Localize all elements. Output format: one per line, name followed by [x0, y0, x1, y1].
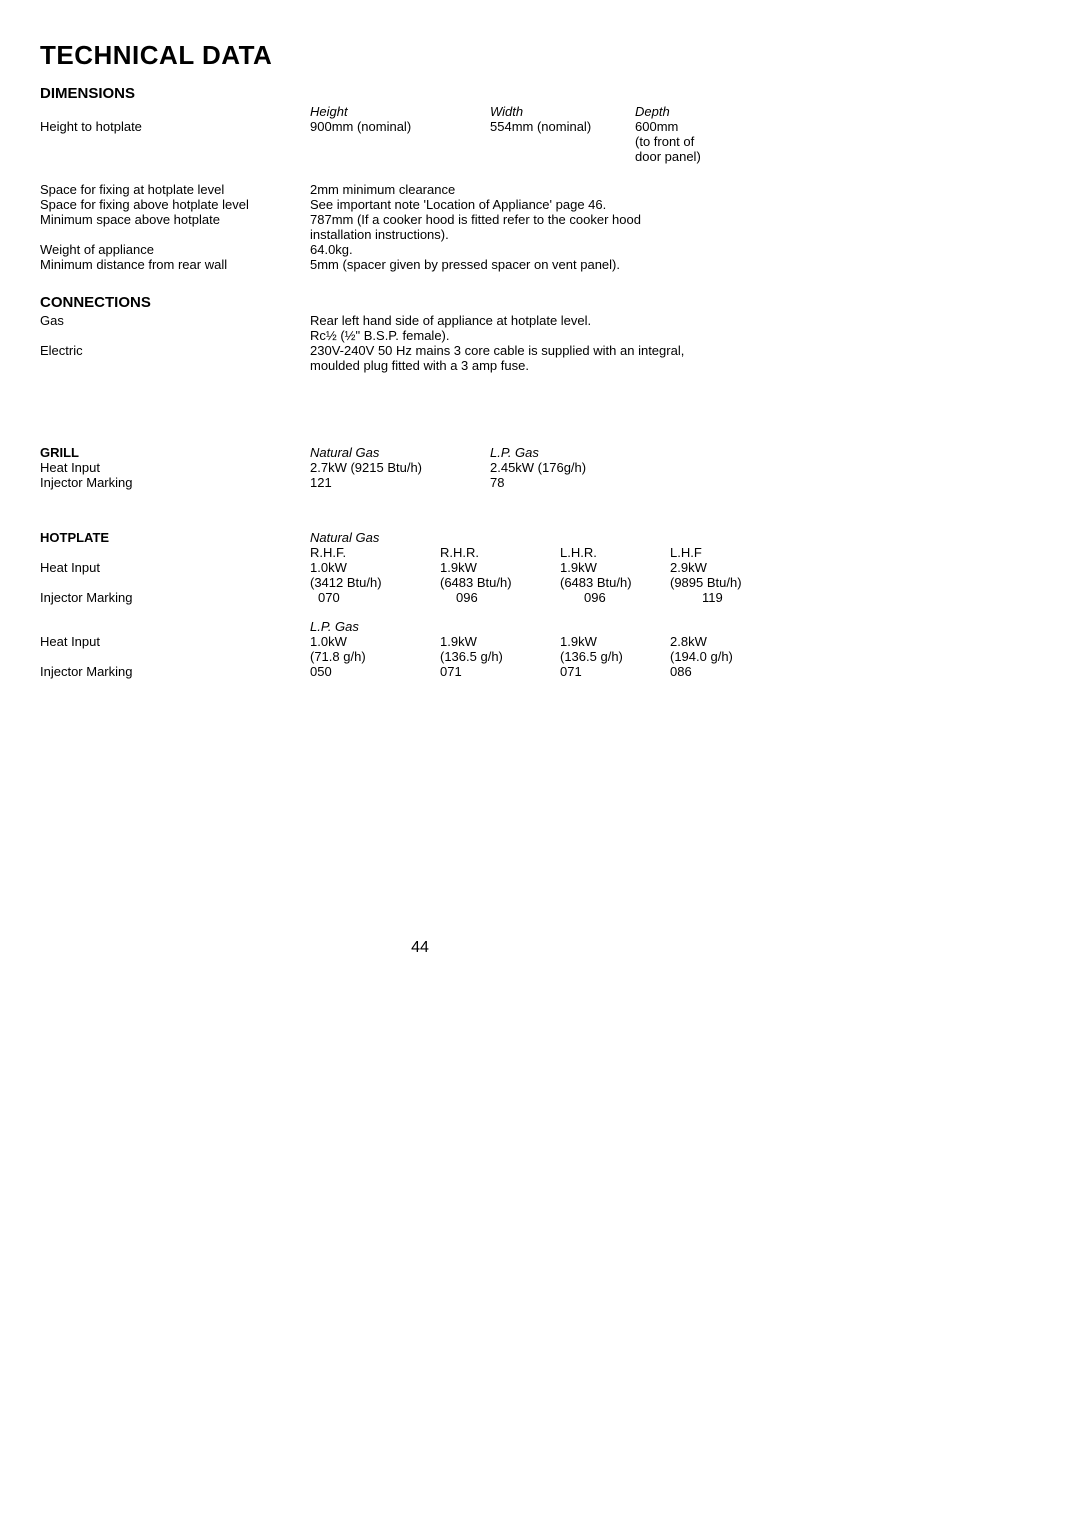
dim-label-space-above-hotplate: Space for fixing above hotplate level — [40, 197, 310, 212]
grill-heat-lp: 2.45kW (176g/h) — [490, 460, 635, 475]
grill-inj-label: Injector Marking — [40, 475, 310, 490]
hp-ng-btu-c1: (3412 Btu/h) — [310, 575, 440, 590]
hp-lp-inj-c4: 086 — [670, 664, 780, 679]
hp-ng-inj-c2: 096 — [448, 590, 576, 605]
hp-ng-heat-label: Heat Input — [40, 560, 310, 575]
hp-lp-gh-c2: (136.5 g/h) — [440, 649, 560, 664]
hp-lp-heat-label: Heat Input — [40, 634, 310, 649]
conn-value-electric-l1: 230V-240V 50 Hz mains 3 core cable is su… — [310, 343, 800, 358]
hotplate-heading: HOTPLATE — [40, 530, 310, 545]
dim-value-depth-line3: door panel) — [635, 149, 745, 164]
grill-heading: GRILL — [40, 445, 310, 460]
hp-ng-inj-label: Injector Marking — [40, 590, 310, 605]
hp-lp-heat-c2: 1.9kW — [440, 634, 560, 649]
hp-ng-btu-c3: (6483 Btu/h) — [560, 575, 670, 590]
hp-lp-inj-c1: 050 — [310, 664, 440, 679]
conn-value-gas-l2: Rc½ (½" B.S.P. female). — [310, 328, 800, 343]
dim-label-min-rear-wall: Minimum distance from rear wall — [40, 257, 310, 272]
hp-col-rhr: R.H.R. — [440, 545, 560, 560]
page-content: TECHNICAL DATA DIMENSIONS Height Width D… — [40, 40, 800, 957]
dim-label-space-hotplate-level: Space for fixing at hotplate level — [40, 182, 310, 197]
hp-lp-heat-c3: 1.9kW — [560, 634, 670, 649]
dim-header-depth: Depth — [635, 104, 745, 119]
grill-heat-label: Heat Input — [40, 460, 310, 475]
hp-lp-heat-c4: 2.8kW — [670, 634, 780, 649]
hp-lp-gh-c3: (136.5 g/h) — [560, 649, 670, 664]
hp-ng-btu-c4: (9895 Btu/h) — [670, 575, 780, 590]
grill-heat-ng: 2.7kW (9215 Btu/h) — [310, 460, 490, 475]
dim-value-height: 900mm (nominal) — [310, 119, 490, 134]
dim-value-min-space-above-l1: 787mm (If a cooker hood is fitted refer … — [310, 212, 800, 227]
conn-label-electric: Electric — [40, 343, 310, 358]
dim-value-min-rear-wall: 5mm (spacer given by pressed spacer on v… — [310, 257, 800, 272]
hp-lp-gh-c4: (194.0 g/h) — [670, 649, 780, 664]
conn-value-gas-l1: Rear left hand side of appliance at hotp… — [310, 313, 800, 328]
grill-section: GRILL Natural Gas L.P. Gas Heat Input 2.… — [40, 445, 800, 490]
dim-header-width: Width — [490, 104, 635, 119]
hp-ng-heat-c1: 1.0kW — [310, 560, 440, 575]
conn-label-gas: Gas — [40, 313, 310, 328]
hotplate-ng-label: Natural Gas — [310, 530, 440, 545]
connections-section: CONNECTIONS Gas Rear left hand side of a… — [40, 294, 800, 373]
grill-inj-ng: 121 — [310, 475, 490, 490]
hp-col-lhr: L.H.R. — [560, 545, 670, 560]
hotplate-section: HOTPLATE Natural Gas R.H.F. R.H.R. L.H.R… — [40, 530, 800, 679]
hp-ng-heat-c4: 2.9kW — [670, 560, 780, 575]
dim-value-min-space-above-l2: installation instructions). — [310, 227, 800, 242]
connections-heading: CONNECTIONS — [40, 294, 800, 311]
dim-value-width: 554mm (nominal) — [490, 119, 635, 134]
hp-ng-inj-c1: 070 — [310, 590, 448, 605]
grill-inj-lp: 78 — [490, 475, 635, 490]
hp-lp-inj-label: Injector Marking — [40, 664, 310, 679]
dim-label-weight: Weight of appliance — [40, 242, 310, 257]
hp-lp-inj-c2: 071 — [440, 664, 560, 679]
dimensions-section: DIMENSIONS Height Width Depth Height to … — [40, 85, 800, 272]
hp-col-lhf: L.H.F — [670, 545, 780, 560]
grill-ng-label: Natural Gas — [310, 445, 490, 460]
conn-value-electric-l2: moulded plug fitted with a 3 amp fuse. — [310, 358, 800, 373]
hp-ng-inj-c3: 096 — [576, 590, 694, 605]
page-title: TECHNICAL DATA — [40, 40, 800, 71]
hp-lp-heat-c1: 1.0kW — [310, 634, 440, 649]
grill-lp-label: L.P. Gas — [490, 445, 635, 460]
dim-label-height-to-hotplate: Height to hotplate — [40, 119, 310, 134]
hotplate-lp-label: L.P. Gas — [310, 619, 440, 634]
dim-header-height: Height — [310, 104, 490, 119]
page-number: 44 — [40, 939, 800, 957]
dim-value-space-above-hotplate: See important note 'Location of Applianc… — [310, 197, 800, 212]
hp-lp-inj-c3: 071 — [560, 664, 670, 679]
hp-lp-gh-c1: (71.8 g/h) — [310, 649, 440, 664]
hp-ng-heat-c3: 1.9kW — [560, 560, 670, 575]
dim-label-min-space-above: Minimum space above hotplate — [40, 212, 310, 227]
dimensions-heading: DIMENSIONS — [40, 85, 310, 102]
dim-value-space-hotplate-level: 2mm minimum clearance — [310, 182, 800, 197]
dim-value-depth: 600mm — [635, 119, 745, 134]
hp-col-rhf: R.H.F. — [310, 545, 440, 560]
dim-value-weight: 64.0kg. — [310, 242, 800, 257]
hp-ng-btu-c2: (6483 Btu/h) — [440, 575, 560, 590]
hp-ng-inj-c4: 119 — [694, 590, 812, 605]
dim-value-depth-line2: (to front of — [635, 134, 745, 149]
hp-ng-heat-c2: 1.9kW — [440, 560, 560, 575]
